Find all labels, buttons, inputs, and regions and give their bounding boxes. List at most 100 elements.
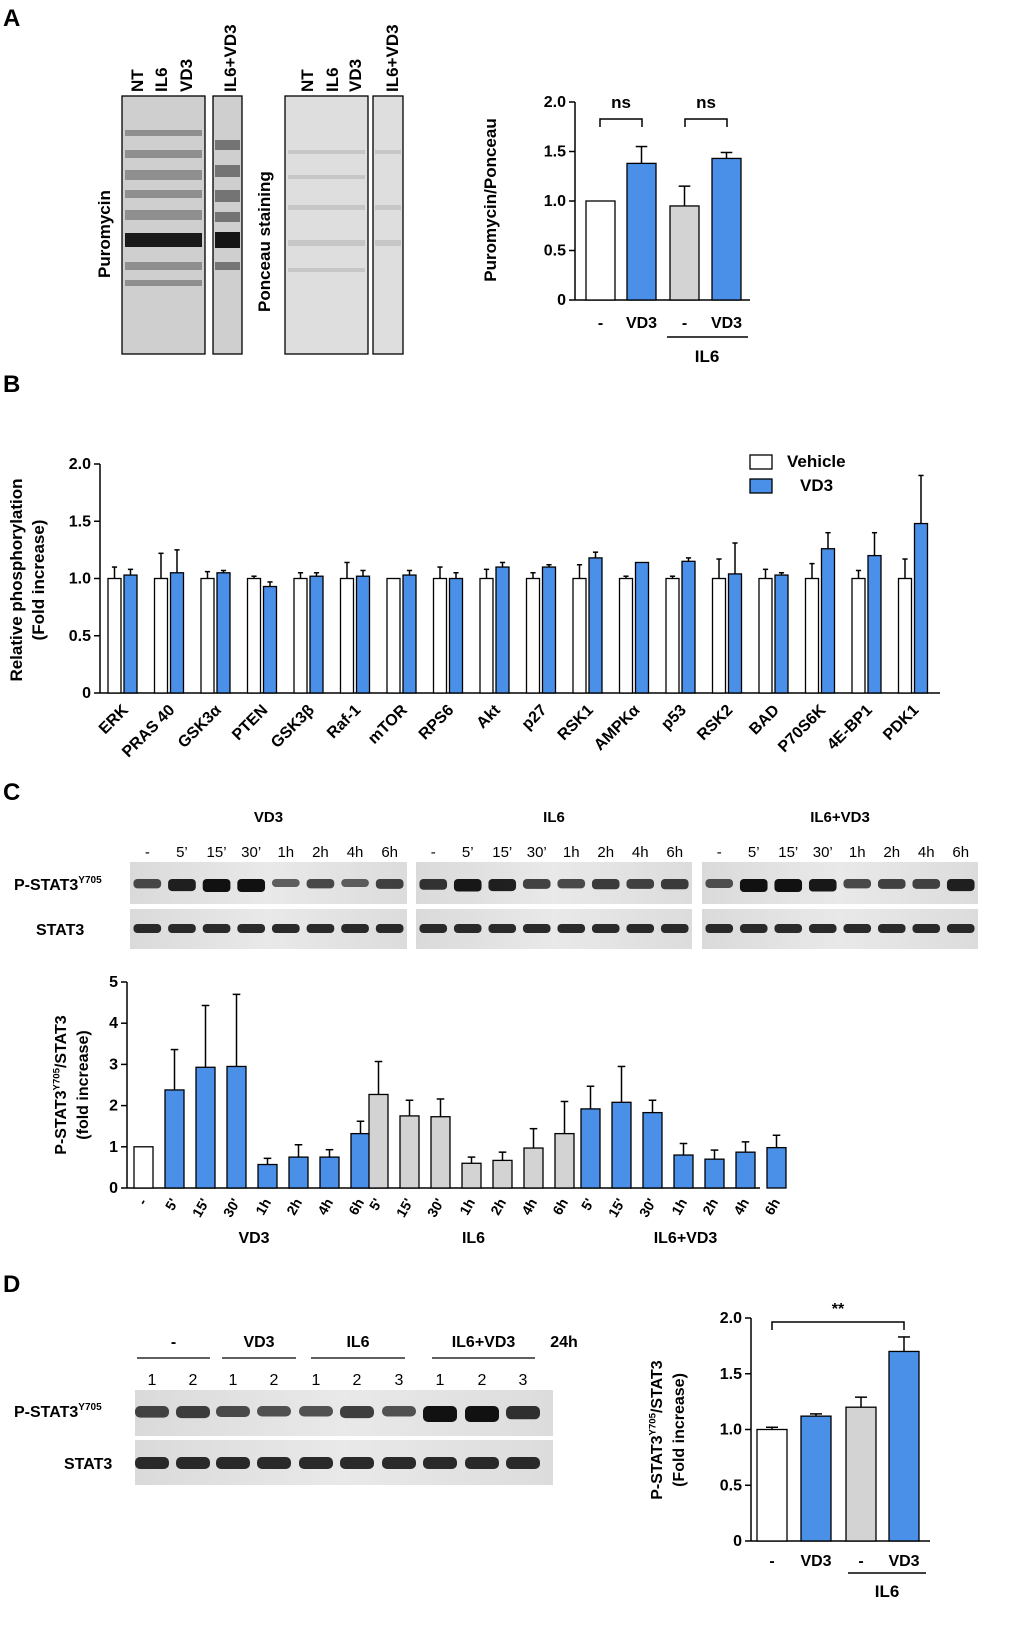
chart-b-x-label: BAD xyxy=(746,702,783,739)
panel-d: D - VD3 IL6 IL6+VD3 24h 1 2 1 2 1 2 3 1 2 3 P-STAT3Y705… xyxy=(3,1271,930,1601)
chart-b-x-label: P70S6K xyxy=(775,701,829,755)
chart-d-bar xyxy=(845,1406,877,1542)
blot-d-band xyxy=(135,1457,169,1469)
blot-c-band xyxy=(453,879,482,892)
blot-d-band xyxy=(299,1406,333,1417)
chart-d-y-tick-label: 1.5 xyxy=(720,1366,742,1383)
lane-label-il6vd3: IL6+VD3 xyxy=(221,24,240,92)
blot-d-lane-label: 2 xyxy=(478,1372,487,1389)
blot-c-time-label: 5’ xyxy=(748,844,760,861)
blot-d-row-label-stat3: STAT3 xyxy=(64,1456,112,1473)
chart-b-bar-vd3 xyxy=(727,573,743,694)
chart-a-group-label: IL6 xyxy=(695,347,720,366)
blot-c-time-label: 4h xyxy=(918,844,935,861)
blot-c-band xyxy=(843,924,872,933)
chart-b-x-label: p27 xyxy=(519,702,551,734)
chart-b-bar-vehicle xyxy=(293,577,308,694)
blot-c: VD3 - 5’ 15’ 30’ 1h 2h 4h 6h IL6 - 5’ 15’ 30’ 1h 2h 4h 6h… xyxy=(14,809,978,949)
blot-c-time-label: 30’ xyxy=(527,844,547,861)
blot-d-group-label: - xyxy=(171,1334,176,1351)
chart-c-y-tick-label: 1 xyxy=(109,1139,118,1156)
blot-c-time-label: 15’ xyxy=(492,844,512,861)
chart-b-bar-vehicle xyxy=(339,577,355,694)
chart-b-x-label: PDK1 xyxy=(880,702,922,744)
blot-c-band xyxy=(237,879,266,892)
blot-d-row-label-pstat3: P-STAT3Y705 xyxy=(14,1402,102,1421)
legend-label-vd3: VD3 xyxy=(800,476,833,495)
blot-c-row-label-stat3: STAT3 xyxy=(36,922,84,939)
chart-b-bar-vehicle xyxy=(153,577,169,694)
blot-d-lane-label: 3 xyxy=(519,1372,528,1389)
chart-b-y-tick-label: 0 xyxy=(82,685,91,702)
chart-d-y-tick-label: 1.0 xyxy=(720,1422,742,1439)
chart-b-x-label: PTEN xyxy=(229,702,271,744)
blot-d-band xyxy=(340,1457,374,1469)
chart-b-bar-vd3 xyxy=(867,554,882,694)
blot-c-band xyxy=(705,924,734,933)
chart-c-x-label: 6h xyxy=(549,1196,571,1218)
blot-c-band xyxy=(202,879,231,892)
chart-a-bar xyxy=(669,205,700,301)
chart-d-y-tick-label: 2.0 xyxy=(720,1310,742,1327)
chart-c-bar xyxy=(580,1108,601,1189)
chart-d-y-label-2: (Fold increase) xyxy=(671,1373,688,1487)
blot-d-time-label: 24h xyxy=(550,1334,578,1351)
lane-label-il6vd3-ponceau: IL6+VD3 xyxy=(383,24,402,92)
blot-c-band xyxy=(271,879,300,888)
chart-b-bar-vehicle xyxy=(200,577,215,694)
chart-c-x-label: 5' xyxy=(366,1196,385,1214)
blot-d-band xyxy=(465,1457,499,1469)
legend-swatch-vehicle xyxy=(749,454,773,470)
chart-b-bar-vehicle xyxy=(711,577,727,694)
blot-c-band xyxy=(808,879,837,892)
blot-c-group-label: IL6 xyxy=(543,809,565,826)
chart-d-x-label: - xyxy=(769,1553,774,1570)
lane-label-il6-ponceau: IL6 xyxy=(323,67,342,92)
puromycin-blot xyxy=(121,95,243,355)
chart-d-y-label: P-STAT3Y705/STAT3 xyxy=(648,1360,666,1500)
blot-d: - VD3 IL6 IL6+VD3 24h 1 2 1 2 1 2 3 1 2 3 P-STAT3Y705 ST… xyxy=(14,1334,578,1485)
chart-b-bar-vd3 xyxy=(309,575,324,694)
blot-c-band xyxy=(705,879,734,888)
blot-c-time-label: 4h xyxy=(347,844,364,861)
blot-c-band xyxy=(774,924,803,933)
blot-c-band xyxy=(774,879,803,892)
blot-c-band xyxy=(453,924,482,933)
chart-c-bar xyxy=(226,1065,247,1189)
blot-c-band xyxy=(946,924,975,933)
chart-d-y-tick-label: 0.5 xyxy=(720,1477,742,1494)
chart-b-x-label: p53 xyxy=(658,702,690,734)
chart-c-y-tick-label: 2 xyxy=(109,1098,118,1115)
blot-d-lane-label: 2 xyxy=(270,1372,279,1389)
chart-a-y-label: Puromycin/Ponceau xyxy=(481,118,500,281)
blot-d-band xyxy=(176,1406,210,1419)
chart-d: 0 0.5 1.0 1.5 2.0 - VD3 - VD3 IL6 ** P-STAT3Y705/ST… xyxy=(648,1301,930,1601)
panel-letter-d: D xyxy=(3,1271,20,1298)
panel-letter-b: B xyxy=(3,371,20,398)
chart-b-bar-vehicle xyxy=(572,577,587,694)
chart-c-x-label: 4h xyxy=(730,1196,752,1218)
chart-c-bar xyxy=(735,1151,756,1189)
chart-d-x-label: - xyxy=(858,1553,863,1570)
chart-b-bar-vd3 xyxy=(634,561,650,694)
chart-c-x-label: 5' xyxy=(162,1196,181,1214)
blot-c-band xyxy=(808,924,837,933)
blot-d-lane-label: 1 xyxy=(436,1372,445,1389)
chart-b-x-label: 4E-BP1 xyxy=(824,702,876,754)
blot-c-band xyxy=(946,879,975,892)
blot-c-row-label-pstat3: P-STAT3Y705 xyxy=(14,875,102,894)
blot-d-band xyxy=(340,1406,374,1419)
blot-d-lane-label: 2 xyxy=(353,1372,362,1389)
chart-c-bar xyxy=(430,1116,451,1189)
chart-d-bar xyxy=(888,1350,920,1542)
blot-c-band xyxy=(306,879,335,889)
chart-b-x-label: GSK3β xyxy=(268,702,318,752)
chart-a-significance-bracket xyxy=(599,118,643,127)
blot-c-band xyxy=(375,879,404,889)
chart-b-y-label: Relative phosphorylation xyxy=(7,478,26,681)
chart-c-bar xyxy=(399,1115,420,1189)
blot-c-time-label: - xyxy=(145,844,150,861)
blot-c-band xyxy=(488,924,517,933)
chart-b-bar-vd3 xyxy=(588,557,603,694)
